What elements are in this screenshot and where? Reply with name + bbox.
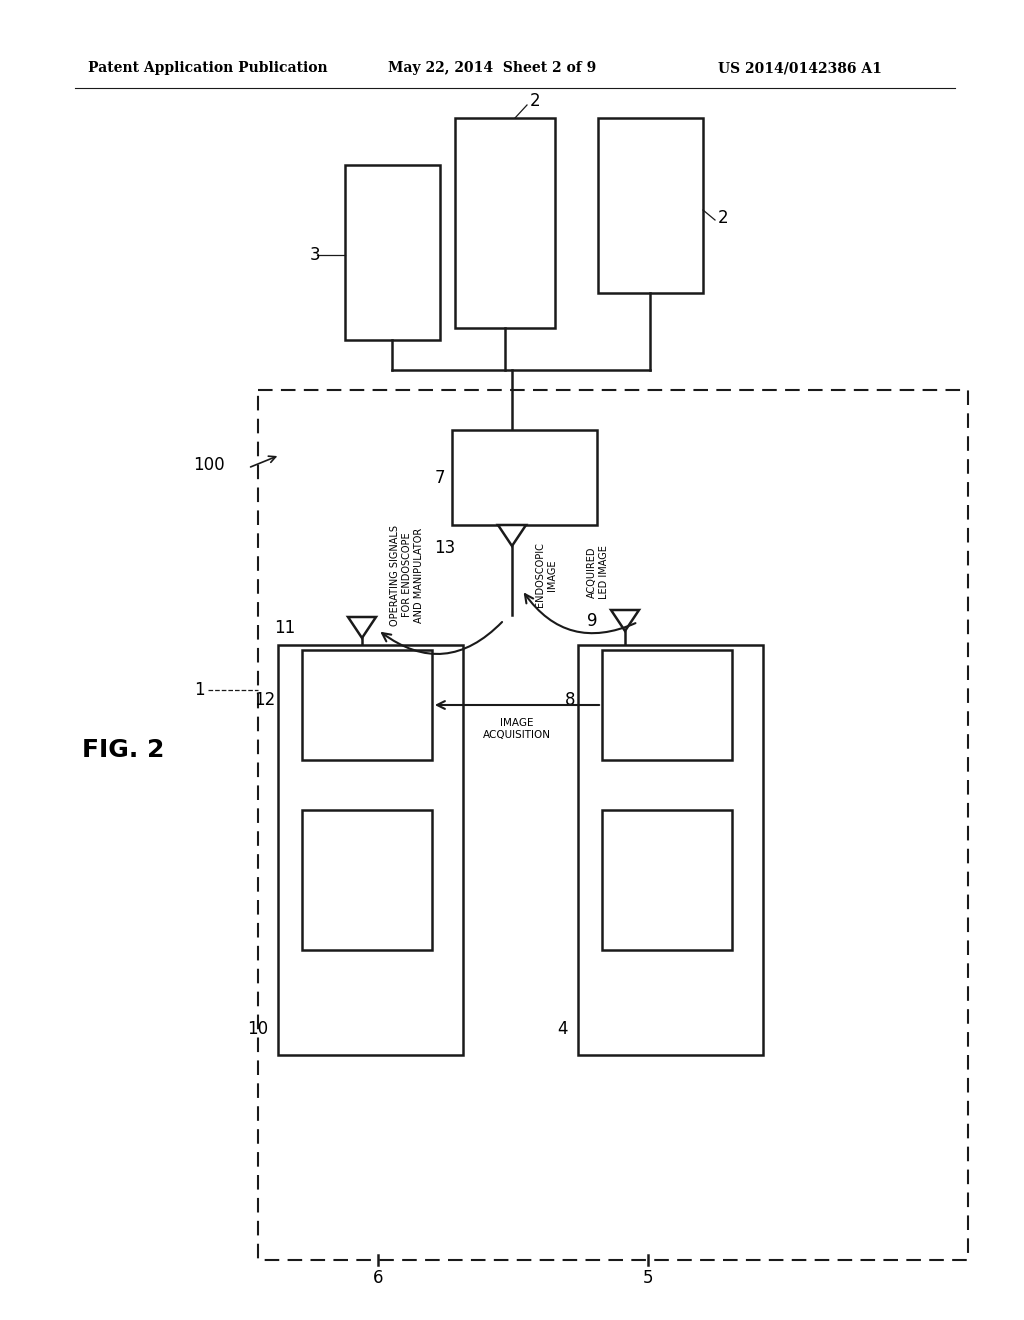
Bar xyxy=(258,389,968,1261)
FancyArrowPatch shape xyxy=(382,622,502,653)
Polygon shape xyxy=(611,610,639,631)
Bar xyxy=(455,117,555,327)
Text: 9: 9 xyxy=(588,612,598,630)
Text: FIG. 2: FIG. 2 xyxy=(82,738,165,762)
Text: OPERATING SIGNALS
FOR ENDOSCOPE
AND MANIPULATOR: OPERATING SIGNALS FOR ENDOSCOPE AND MANI… xyxy=(389,524,424,626)
Bar xyxy=(452,430,597,525)
Text: 12: 12 xyxy=(254,690,275,709)
Bar xyxy=(302,649,432,760)
Bar xyxy=(598,117,703,293)
Text: 10: 10 xyxy=(247,1020,268,1038)
Text: 2: 2 xyxy=(718,209,729,227)
Text: 8: 8 xyxy=(564,690,575,709)
Bar xyxy=(602,810,732,950)
Text: 100: 100 xyxy=(194,455,225,474)
FancyArrowPatch shape xyxy=(525,594,636,634)
Polygon shape xyxy=(498,525,526,546)
Bar xyxy=(278,645,463,1055)
Bar xyxy=(302,810,432,950)
Polygon shape xyxy=(348,616,376,638)
Bar xyxy=(578,645,763,1055)
Bar xyxy=(345,165,440,341)
Text: Patent Application Publication: Patent Application Publication xyxy=(88,61,328,75)
Text: ENDOSCOPIC
IMAGE: ENDOSCOPIC IMAGE xyxy=(535,543,557,607)
Text: 13: 13 xyxy=(434,539,455,557)
Text: 3: 3 xyxy=(309,246,319,264)
Text: 2: 2 xyxy=(530,92,541,110)
Text: 6: 6 xyxy=(373,1269,383,1287)
Text: IMAGE
ACQUISITION: IMAGE ACQUISITION xyxy=(483,718,551,739)
Text: May 22, 2014  Sheet 2 of 9: May 22, 2014 Sheet 2 of 9 xyxy=(388,61,596,75)
Text: 5: 5 xyxy=(643,1269,653,1287)
Text: US 2014/0142386 A1: US 2014/0142386 A1 xyxy=(718,61,882,75)
Text: ACQUIRED
LED IMAGE: ACQUIRED LED IMAGE xyxy=(587,545,609,599)
Text: 1: 1 xyxy=(195,681,205,700)
Bar xyxy=(602,649,732,760)
Text: 11: 11 xyxy=(273,619,295,638)
Text: 7: 7 xyxy=(434,469,445,487)
Text: 4: 4 xyxy=(557,1020,568,1038)
